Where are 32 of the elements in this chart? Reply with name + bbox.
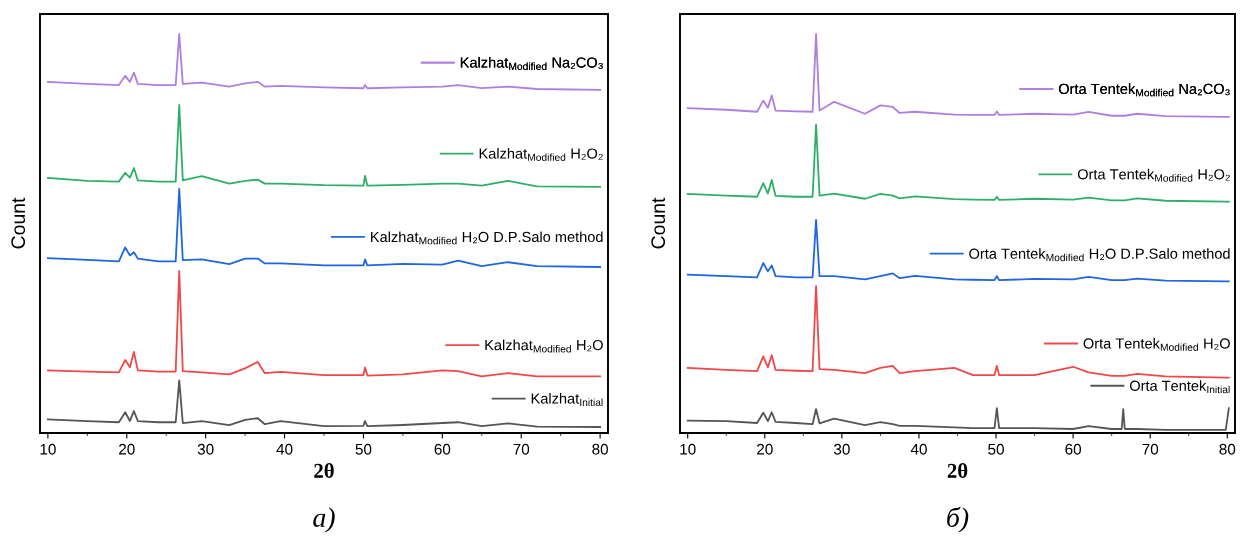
x-tick-label: 10 (40, 443, 56, 455)
x-tick-label: 30 (833, 443, 850, 455)
x-tick-label: 40 (276, 443, 293, 455)
x-axis-title: 2θ (947, 463, 968, 478)
legend-label: Orta Tentek$_{Modified}$ H₂O₂ (1077, 168, 1230, 182)
legend-label: Orta Tentek$_{Modified}$ H₂O (1083, 337, 1230, 351)
x-tick-label: 30 (197, 443, 214, 455)
y-axis-title: Count (11, 197, 26, 249)
legend-label: Kalzhat$_{Modified}$ Na₂CO₃ (460, 57, 603, 70)
x-tick-label: 20 (757, 443, 773, 455)
x-tick-label: 50 (355, 443, 372, 455)
x-tick-label: 40 (910, 443, 927, 455)
legend-label: Orta Tentek$_{Modified}$ Na₂CO₃ (1058, 83, 1230, 97)
x-tick-label: 80 (592, 443, 609, 455)
x-tick-label: 20 (119, 443, 135, 455)
legend-label: Orta Tentek$_{Modified}$ H₂O D.P.Salo method (969, 248, 1230, 262)
x-tick-label: 70 (1142, 443, 1159, 455)
text: а) (313, 507, 335, 533)
legend-label: Kalzhat$_{Modified}$ H₂O₂ (479, 147, 603, 161)
text: б) (947, 506, 969, 533)
x-tick-label: 50 (988, 443, 1004, 455)
x-tick-label: 60 (434, 443, 451, 455)
y-axis-title: Count (651, 197, 666, 249)
x-tick-label: 60 (1065, 443, 1082, 455)
legend-label: Kalzhat$_{Modified}$ H₂O (485, 339, 603, 353)
legend-label: Orta Tentek$_{Initial}$ (1129, 380, 1230, 394)
x-tick-label: 70 (513, 443, 530, 455)
x-tick-label: 80 (1219, 443, 1236, 455)
x-axis-title: 2θ (314, 463, 334, 478)
legend-label: Kalzhat$_{Modified}$ H₂O D.P.Salo method (371, 231, 603, 245)
x-tick-label: 10 (680, 443, 696, 455)
legend-label: Kalzhat$_{Initial}$ (531, 393, 603, 406)
